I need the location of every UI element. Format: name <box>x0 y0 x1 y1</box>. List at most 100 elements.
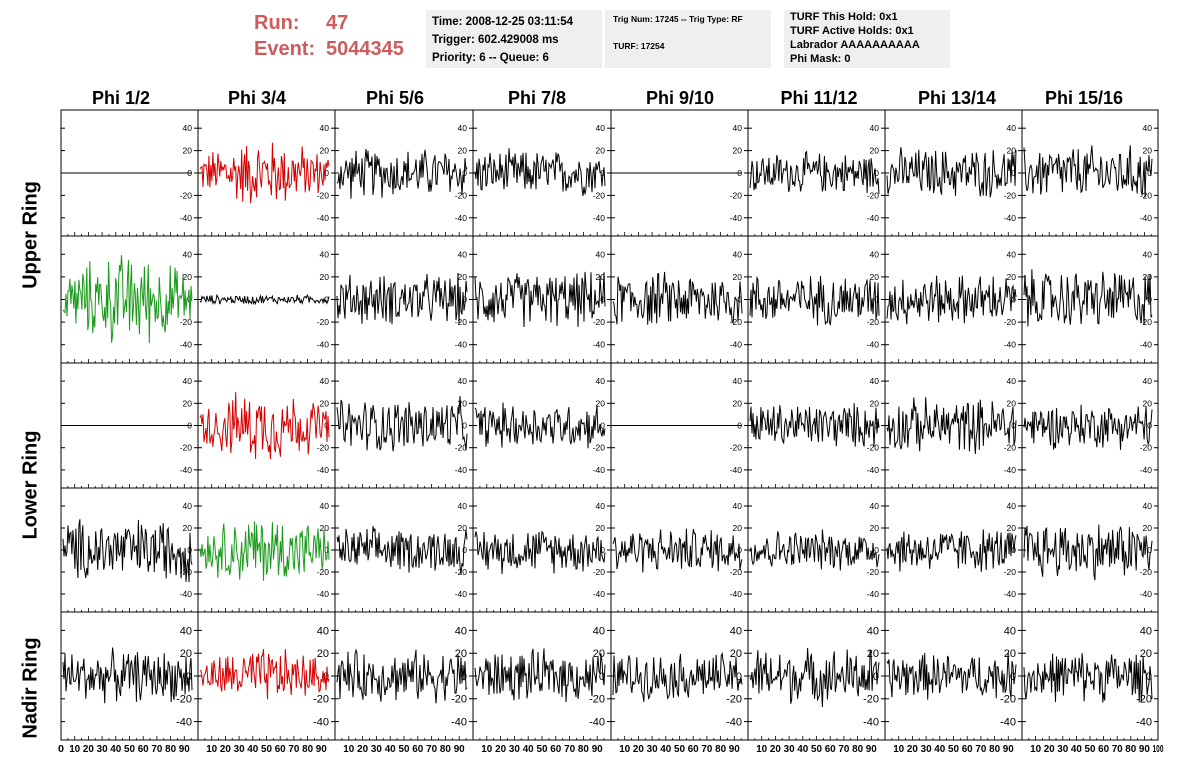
x-tick-label: 70 <box>564 743 575 755</box>
y-tick-label: 0 <box>874 168 879 178</box>
y-tick-label: -20 <box>593 443 606 453</box>
y-tick-label: -20 <box>593 317 606 327</box>
y-tick-label: -20 <box>1004 190 1017 200</box>
y-tick-label: 20 <box>183 146 193 156</box>
y-tick-label: -20 <box>867 443 880 453</box>
x-tick-label: 50 <box>674 743 685 755</box>
y-tick-label: -20 <box>317 190 330 200</box>
y-tick-label: -20 <box>455 443 468 453</box>
y-tick-label: -40 <box>180 340 193 350</box>
y-tick-label: 40 <box>1143 501 1153 511</box>
x-tick-label: 90 <box>866 743 877 755</box>
y-tick-label: 40 <box>1143 376 1153 386</box>
y-tick-label: 20 <box>180 648 192 660</box>
y-tick-label: 20 <box>458 272 468 282</box>
y-tick-label: 0 <box>1147 545 1152 555</box>
phi-mask-text: Phi Mask: 0 <box>790 53 851 65</box>
y-tick-label: 40 <box>1143 123 1153 133</box>
y-tick-label: 40 <box>180 625 192 637</box>
y-tick-label: 40 <box>733 249 743 259</box>
y-tick-label: -40 <box>730 465 743 475</box>
y-tick-label: -40 <box>176 716 192 728</box>
y-tick-label: 20 <box>870 146 880 156</box>
y-tick-label: 40 <box>320 501 330 511</box>
x-tick-label: 100 <box>1153 743 1164 755</box>
y-tick-label: 0 <box>1011 168 1016 178</box>
x-tick-label: 30 <box>97 743 108 755</box>
y-tick-label: 40 <box>1007 501 1017 511</box>
x-tick-label: 20 <box>1044 743 1055 755</box>
run-label: Run: <box>254 12 300 34</box>
y-tick-label: 0 <box>599 671 605 683</box>
y-tick-label: -40 <box>867 213 880 223</box>
y-tick-label: 40 <box>733 501 743 511</box>
waveform-trace <box>1023 269 1153 327</box>
y-tick-label: -40 <box>593 589 606 599</box>
y-tick-label: 40 <box>183 249 193 259</box>
y-tick-label: -20 <box>180 443 193 453</box>
waveform-trace <box>749 150 880 194</box>
waveform-trace <box>886 275 1017 325</box>
x-tick-label: 60 <box>962 743 973 755</box>
y-tick-label: 0 <box>600 420 605 430</box>
phi-label-5: Phi 9/10 <box>645 88 715 108</box>
x-tick-label: 90 <box>454 743 465 755</box>
y-tick-label: -40 <box>730 213 743 223</box>
y-tick-label: -40 <box>730 340 743 350</box>
waveform-trace <box>62 255 193 344</box>
y-tick-label: -40 <box>589 716 605 728</box>
x-tick-label: 10 <box>481 743 492 755</box>
run-event-info: Run: 47 Event: 5044345 <box>254 10 404 62</box>
waveform-trace <box>62 647 193 704</box>
waveform-trace <box>474 271 606 328</box>
waveform-trace <box>1023 145 1153 198</box>
y-tick-label: -40 <box>867 589 880 599</box>
y-tick-label: -40 <box>317 340 330 350</box>
x-tick-label: 50 <box>261 743 272 755</box>
y-tick-label: 20 <box>870 272 880 282</box>
turf-active-holds-text: TURF Active Holds: 0x1 <box>790 25 914 37</box>
y-tick-label: -40 <box>593 465 606 475</box>
x-tick-label: 20 <box>83 743 94 755</box>
y-tick-label: -20 <box>317 317 330 327</box>
y-tick-label: 0 <box>600 545 605 555</box>
y-tick-label: -40 <box>1140 340 1153 350</box>
x-tick-label: 10 <box>893 743 904 755</box>
x-tick-label: 70 <box>975 743 986 755</box>
x-tick-label: 70 <box>838 743 849 755</box>
y-tick-label: -40 <box>451 716 467 728</box>
waveform-trace <box>336 395 468 452</box>
y-tick-label: 20 <box>730 648 742 660</box>
x-tick-label: 40 <box>660 743 671 755</box>
waveform-trace <box>612 528 743 573</box>
x-tick-label: 50 <box>1085 743 1096 755</box>
waveform-trace <box>612 271 743 325</box>
y-tick-label: 0 <box>874 294 879 304</box>
panel-frame <box>197 362 336 489</box>
y-tick-label: -20 <box>867 567 880 577</box>
y-tick-label: -40 <box>455 465 468 475</box>
phi-label-3: Phi 5/6 <box>365 88 425 108</box>
y-tick-label: 40 <box>1007 123 1017 133</box>
x-tick-label: 80 <box>302 743 313 755</box>
y-tick-label: -40 <box>1000 716 1016 728</box>
phi-label-4: Phi 7/8 <box>507 88 567 108</box>
x-tick-label: 10 <box>69 743 80 755</box>
y-tick-label: 20 <box>867 648 879 660</box>
y-tick-label: -20 <box>455 317 468 327</box>
y-tick-label: 40 <box>1007 249 1017 259</box>
x-tick-label: 80 <box>852 743 863 755</box>
y-tick-label: -40 <box>730 589 743 599</box>
y-tick-label: 0 <box>737 294 742 304</box>
y-tick-label: -40 <box>867 340 880 350</box>
y-tick-label: 0 <box>462 420 467 430</box>
y-tick-label: 0 <box>324 545 329 555</box>
event-label: Event: <box>254 38 316 60</box>
y-tick-label: -40 <box>1140 465 1153 475</box>
y-tick-label: 20 <box>593 648 605 660</box>
x-tick-label: 90 <box>1003 743 1014 755</box>
y-tick-label: -40 <box>317 589 330 599</box>
waveform-trace <box>886 397 1017 455</box>
y-tick-label: 20 <box>1143 523 1153 533</box>
